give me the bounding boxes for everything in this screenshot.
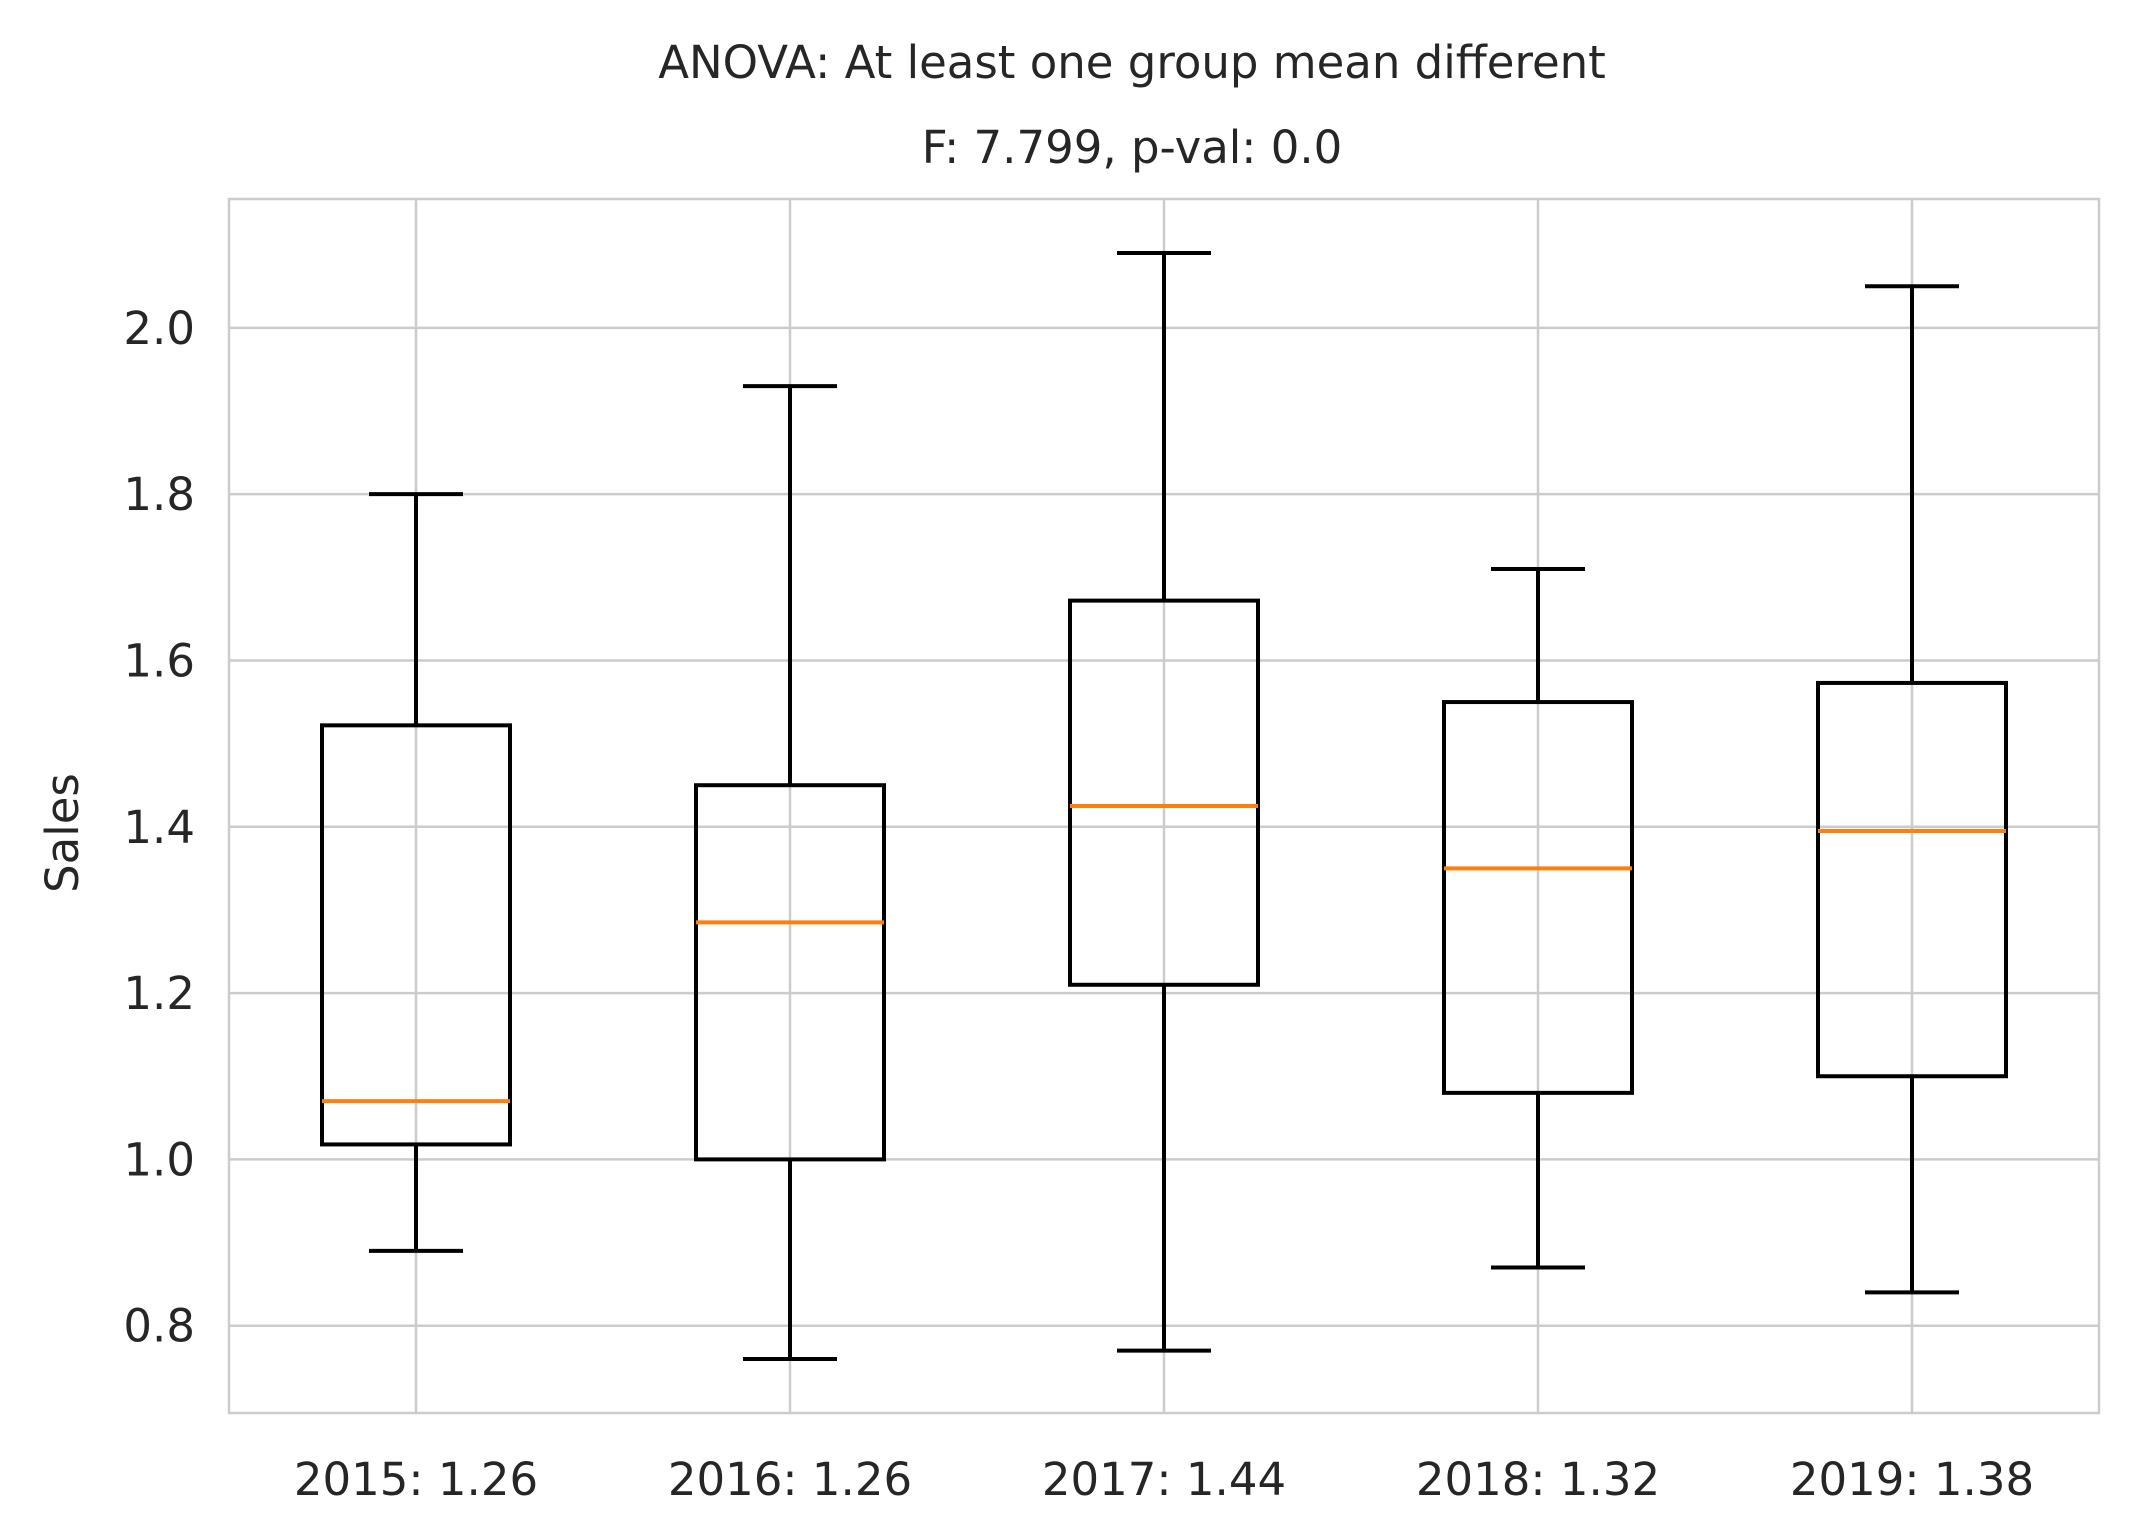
y-tick-label: 1.8 <box>123 468 195 521</box>
iqr-box <box>694 783 886 1162</box>
chart-title: ANOVA: At least one group mean different <box>658 36 1606 89</box>
chart-subtitle: F: 7.799, p-val: 0.0 <box>922 121 1343 174</box>
x-tick-label: 2015: 1.26 <box>294 1453 538 1506</box>
box-layer <box>320 251 2008 1361</box>
x-tick-label: 2017: 1.44 <box>1042 1453 1286 1506</box>
iqr-box <box>320 723 512 1147</box>
iqr-box <box>1442 700 1634 1095</box>
x-tick-label: 2016: 1.26 <box>668 1453 912 1506</box>
y-tick-label: 1.2 <box>123 967 195 1020</box>
box-group <box>320 492 512 1253</box>
y-tick-label: 1.4 <box>123 801 195 854</box>
iqr-box <box>1816 680 2008 1079</box>
x-tick-label: 2018: 1.32 <box>1416 1453 1660 1506</box>
y-tick-label: 1.6 <box>123 634 195 687</box>
y-tick-label: 1.0 <box>123 1133 195 1186</box>
box-group <box>1068 251 1260 1353</box>
y-tick-label: 2.0 <box>123 302 195 355</box>
y-tick-labels: 0.8 1.0 1.2 1.4 1.6 1.8 2.0 <box>123 302 195 1353</box>
plot-frame <box>227 197 2101 1415</box>
box-group <box>1816 284 2008 1295</box>
x-tick-label: 2019: 1.38 <box>1790 1453 2034 1506</box>
y-axis-label: Sales <box>36 773 89 893</box>
box-group <box>694 384 886 1361</box>
iqr-box <box>1068 598 1260 987</box>
x-tick-labels: 2015: 1.26 2016: 1.26 2017: 1.44 2018: 1.32… <box>294 1453 2034 1506</box>
box-group <box>1442 567 1634 1270</box>
y-tick-label: 0.8 <box>123 1300 195 1353</box>
